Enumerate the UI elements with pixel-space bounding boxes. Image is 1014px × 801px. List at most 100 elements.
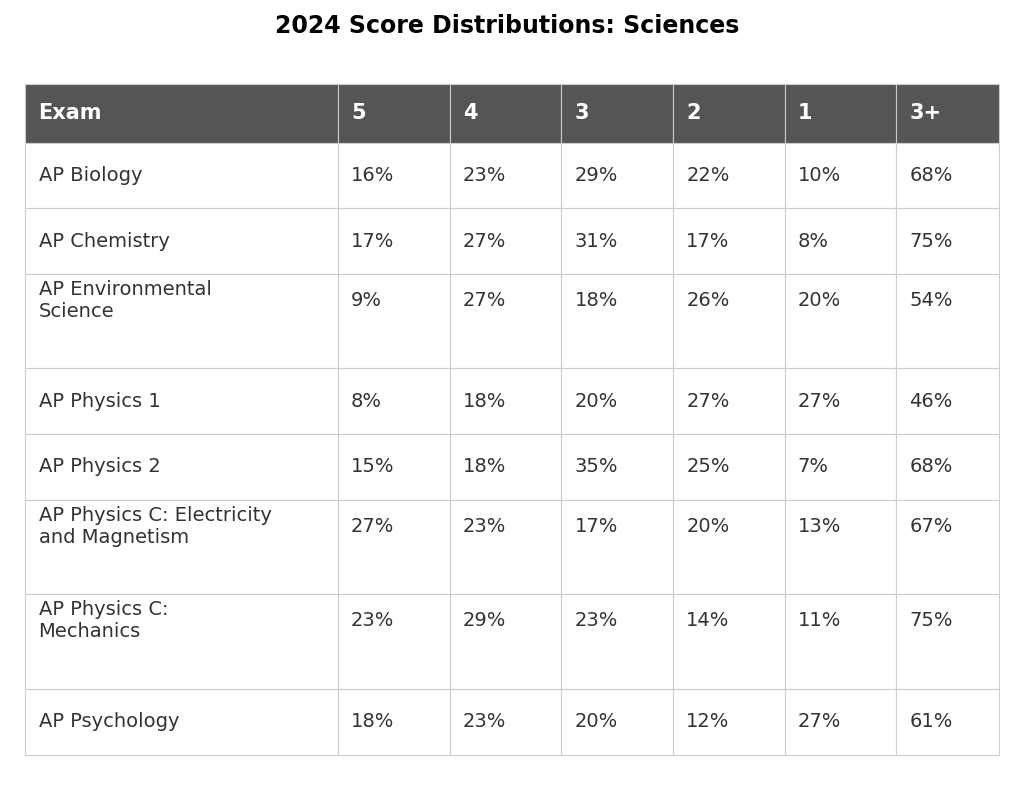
Bar	[896, 500, 999, 594]
Bar	[896, 208, 999, 274]
Bar	[673, 368, 785, 434]
Text: 27%: 27%	[462, 231, 506, 251]
Bar	[673, 500, 785, 594]
Bar	[449, 143, 562, 208]
Bar	[25, 274, 338, 368]
Bar	[785, 500, 896, 594]
Text: 18%: 18%	[462, 457, 506, 477]
Text: 7%: 7%	[798, 457, 828, 477]
Bar	[562, 594, 673, 689]
Bar	[25, 143, 338, 208]
Text: 31%: 31%	[575, 231, 618, 251]
Bar	[449, 208, 562, 274]
Text: 23%: 23%	[462, 712, 506, 731]
Text: 68%: 68%	[910, 457, 953, 477]
Text: Exam: Exam	[39, 103, 102, 123]
Bar	[785, 143, 896, 208]
Bar	[449, 84, 562, 143]
Text: 20%: 20%	[686, 517, 729, 536]
Bar	[562, 689, 673, 755]
Bar	[562, 84, 673, 143]
Bar	[449, 434, 562, 500]
Bar	[673, 84, 785, 143]
Text: 68%: 68%	[910, 166, 953, 185]
Text: 3: 3	[575, 103, 589, 123]
Text: 8%: 8%	[798, 231, 828, 251]
Text: 20%: 20%	[575, 712, 618, 731]
Text: 27%: 27%	[462, 291, 506, 310]
Bar	[896, 368, 999, 434]
Bar	[25, 594, 338, 689]
Bar	[785, 274, 896, 368]
Text: 10%: 10%	[798, 166, 841, 185]
Bar	[562, 434, 673, 500]
Bar	[449, 689, 562, 755]
Text: AP Psychology: AP Psychology	[39, 712, 179, 731]
Bar	[673, 594, 785, 689]
Bar	[338, 208, 449, 274]
Bar	[449, 368, 562, 434]
Text: 17%: 17%	[351, 231, 394, 251]
Text: 27%: 27%	[798, 712, 842, 731]
Text: 1: 1	[798, 103, 812, 123]
Bar	[896, 84, 999, 143]
Text: 8%: 8%	[351, 392, 382, 411]
Text: 4: 4	[462, 103, 478, 123]
Bar	[25, 689, 338, 755]
Text: 13%: 13%	[798, 517, 842, 536]
Bar	[562, 143, 673, 208]
Bar	[338, 689, 449, 755]
Bar	[25, 84, 338, 143]
Bar	[673, 208, 785, 274]
Bar	[25, 500, 338, 594]
Bar	[338, 84, 449, 143]
Bar	[562, 274, 673, 368]
Text: 54%: 54%	[910, 291, 953, 310]
Bar	[785, 84, 896, 143]
Bar	[338, 274, 449, 368]
Bar	[785, 594, 896, 689]
Text: 16%: 16%	[351, 166, 394, 185]
Text: 5: 5	[351, 103, 366, 123]
Text: 67%: 67%	[910, 517, 953, 536]
Bar	[25, 368, 338, 434]
Text: 3+: 3+	[910, 103, 942, 123]
Text: 2: 2	[686, 103, 701, 123]
Bar	[896, 689, 999, 755]
Bar	[896, 143, 999, 208]
Bar	[785, 689, 896, 755]
Text: 27%: 27%	[686, 392, 729, 411]
Text: 20%: 20%	[798, 291, 841, 310]
Text: 35%: 35%	[575, 457, 618, 477]
Text: 12%: 12%	[686, 712, 729, 731]
Text: 23%: 23%	[462, 517, 506, 536]
Bar	[25, 434, 338, 500]
Bar	[673, 274, 785, 368]
Text: 46%: 46%	[910, 392, 953, 411]
Text: AP Physics 2: AP Physics 2	[39, 457, 160, 477]
Bar	[338, 143, 449, 208]
Bar	[673, 689, 785, 755]
Bar	[449, 500, 562, 594]
Bar	[896, 274, 999, 368]
Bar	[338, 434, 449, 500]
Text: 23%: 23%	[575, 611, 618, 630]
Bar	[785, 368, 896, 434]
Bar	[785, 208, 896, 274]
Text: 61%: 61%	[910, 712, 953, 731]
Bar	[449, 594, 562, 689]
Text: 17%: 17%	[575, 517, 618, 536]
Text: 2024 Score Distributions: Sciences: 2024 Score Distributions: Sciences	[275, 14, 739, 38]
Text: 29%: 29%	[575, 166, 618, 185]
Bar	[673, 143, 785, 208]
Bar	[338, 500, 449, 594]
Text: 25%: 25%	[686, 457, 730, 477]
Text: AP Environmental
Science: AP Environmental Science	[39, 280, 211, 321]
Bar	[562, 368, 673, 434]
Text: 18%: 18%	[351, 712, 394, 731]
Bar	[896, 434, 999, 500]
Text: AP Physics 1: AP Physics 1	[39, 392, 160, 411]
Text: 75%: 75%	[910, 231, 953, 251]
Text: 15%: 15%	[351, 457, 394, 477]
Bar	[338, 594, 449, 689]
